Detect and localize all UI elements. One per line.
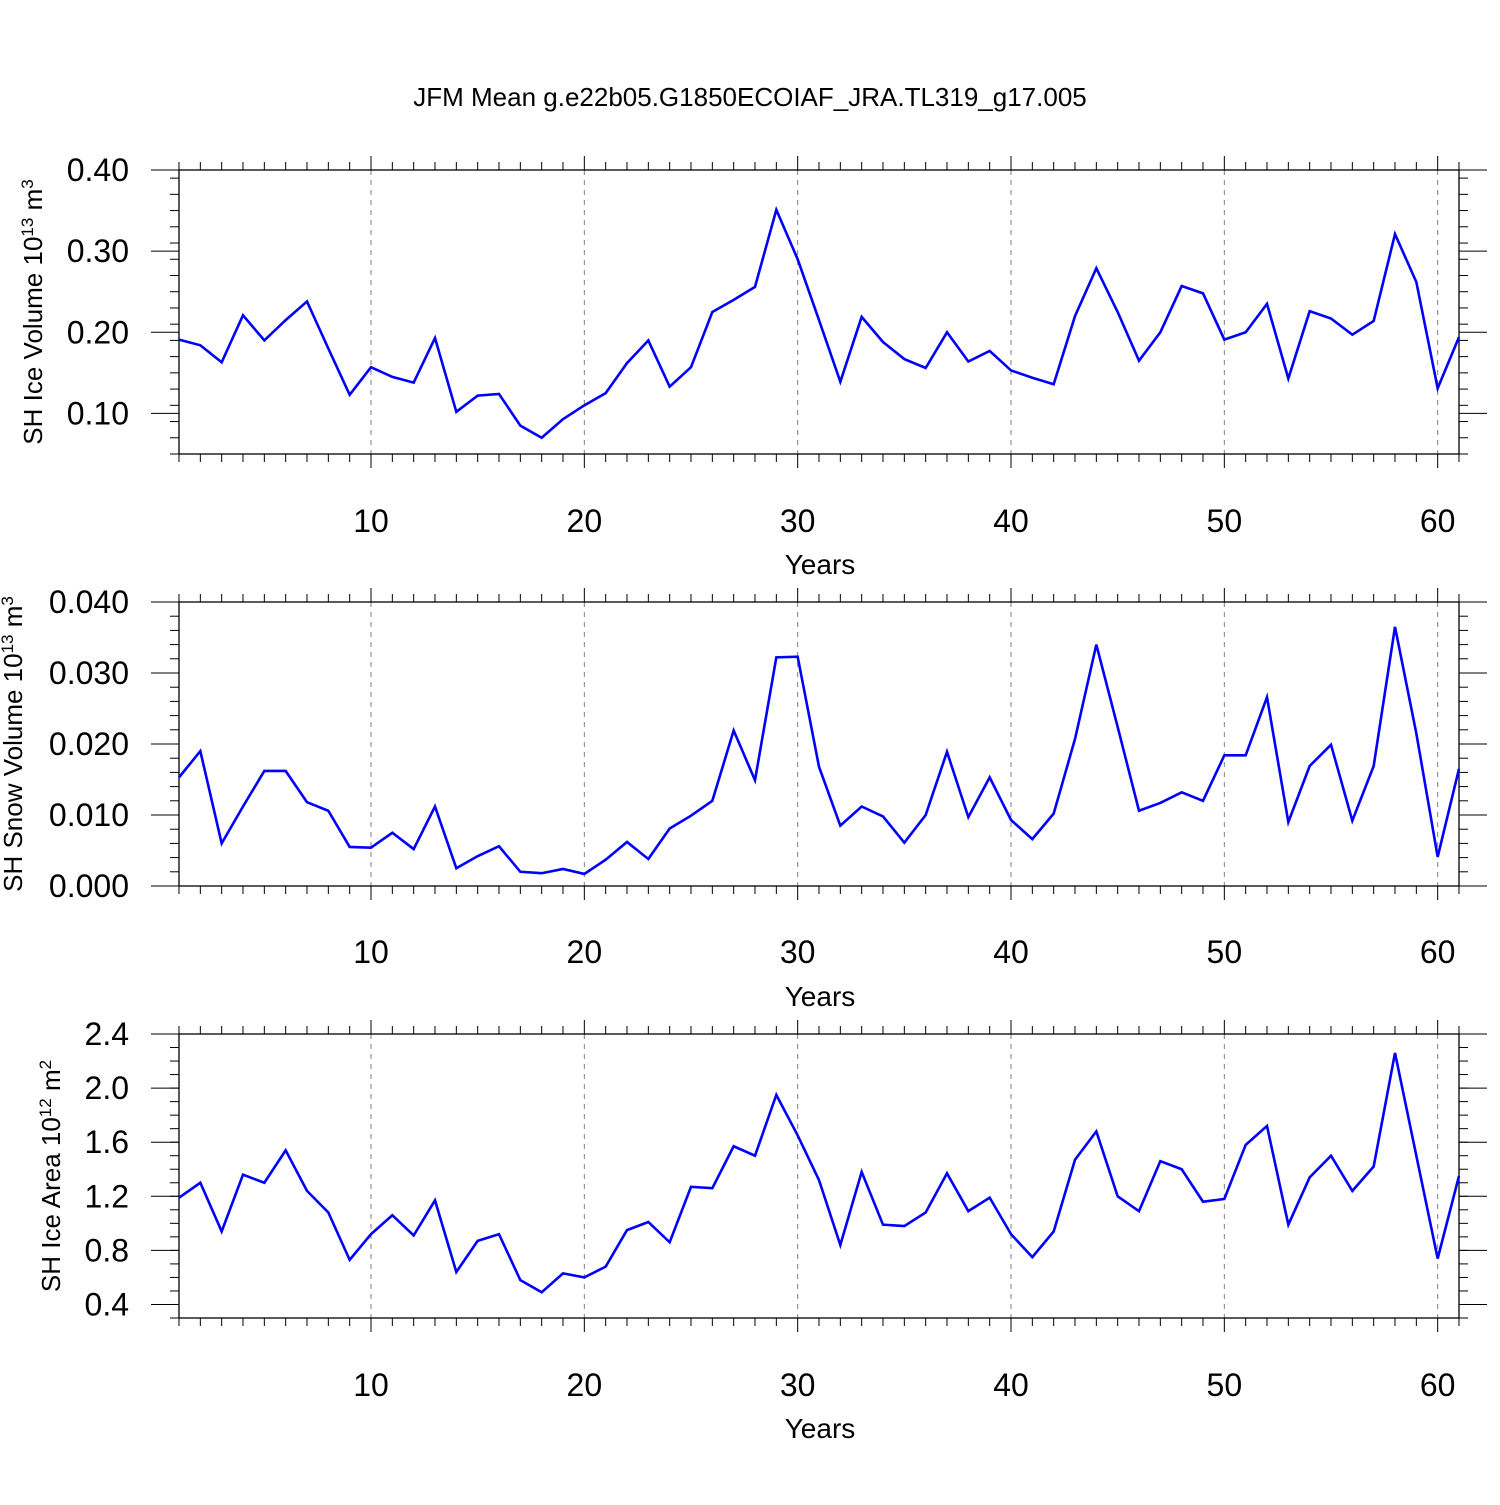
y-tick-label: 0.4	[85, 1286, 129, 1322]
x-tick-label: 60	[1420, 1367, 1456, 1403]
x-tick-label: 50	[1207, 934, 1243, 970]
y-axis-label-text: SH Ice Area 10	[36, 1117, 66, 1292]
y-tick-label: 0.040	[49, 584, 129, 620]
x-tick-label: 40	[993, 1367, 1029, 1403]
y-tick-label: 0.000	[49, 868, 129, 904]
y-tick-label: 1.6	[85, 1124, 129, 1160]
y-tick-label: 0.020	[49, 726, 129, 762]
y-tick-label: 0.010	[49, 797, 129, 833]
data-line	[177, 626, 1461, 876]
panel-2: 10 20 30 40 50 60 Years 0.000 0.010 0.020 0.030 0.0…	[0, 584, 1487, 1012]
y-axis-label: SH Snow Volume 1013 m3	[0, 596, 28, 892]
x-tick-label: 50	[1207, 1367, 1243, 1403]
y-axis-label: SH Ice Area 1012 m2	[36, 1060, 67, 1292]
x-tick-label: 10	[353, 503, 389, 539]
x-tick-label: 20	[567, 1367, 603, 1403]
data-line	[178, 1052, 1461, 1294]
y-tick-label: 0.20	[67, 314, 129, 350]
y-tick-label: 0.8	[85, 1232, 129, 1268]
data-line	[178, 205, 1461, 440]
chart-title: JFM Mean g.e22b05.G1850ECOIAF_JRA.TL319_…	[413, 82, 1087, 112]
x-tick-label: 30	[780, 934, 816, 970]
x-tick-label: 30	[780, 1367, 816, 1403]
y-tick-label: 1.2	[85, 1178, 129, 1214]
y-tick-label: 0.10	[67, 395, 129, 431]
x-tick-label: 50	[1207, 503, 1243, 539]
y-axis-label-text: SH Snow Volume 10	[0, 653, 28, 891]
x-axis-label: Years	[785, 981, 856, 1012]
x-tick-label: 40	[993, 503, 1029, 539]
x-tick-label: 20	[567, 934, 603, 970]
x-tick-label: 10	[353, 1367, 389, 1403]
y-axis-label-superscript: 13	[18, 218, 37, 237]
y-axis-label-superscript: 12	[36, 1098, 55, 1117]
y-tick-label: 0.030	[49, 655, 129, 691]
y-axis-label-superscript: 3	[0, 596, 17, 605]
x-axis-label: Years	[785, 549, 856, 580]
y-axis-label: SH Ice Volume 1013 m3	[18, 179, 49, 444]
y-tick-label: 2.4	[85, 1016, 129, 1052]
y-axis-label-superscript: 3	[18, 179, 37, 188]
y-tick-label: 0.40	[67, 152, 129, 188]
y-axis-label-text: m	[18, 189, 48, 218]
y-tick-label: 0.30	[67, 233, 129, 269]
x-tick-label: 20	[567, 503, 603, 539]
x-tick-label: 10	[353, 934, 389, 970]
y-axis-label-text: SH Ice Volume 10	[18, 237, 48, 445]
panel-3: 10 20 30 40 50 60 Years 0.4 0.8 1.2 1.6 2.0 2.4 SH Ic…	[36, 1016, 1487, 1444]
panel-1: 10 20 30 40 50 60 Years 0.10 0.20 0.30 0.40 SH Ice …	[18, 152, 1487, 580]
y-axis-label-superscript: 13	[0, 634, 17, 653]
y-tick-label: 2.0	[85, 1070, 129, 1106]
y-axis-label-superscript: 2	[36, 1060, 55, 1069]
x-tick-label: 30	[780, 503, 816, 539]
y-axis-label-text: m	[0, 606, 28, 635]
y-axis-label-text: m	[36, 1069, 66, 1098]
x-axis-label: Years	[785, 1413, 856, 1444]
x-tick-label: 40	[993, 934, 1029, 970]
x-tick-label: 60	[1420, 934, 1456, 970]
x-tick-label: 60	[1420, 503, 1456, 539]
